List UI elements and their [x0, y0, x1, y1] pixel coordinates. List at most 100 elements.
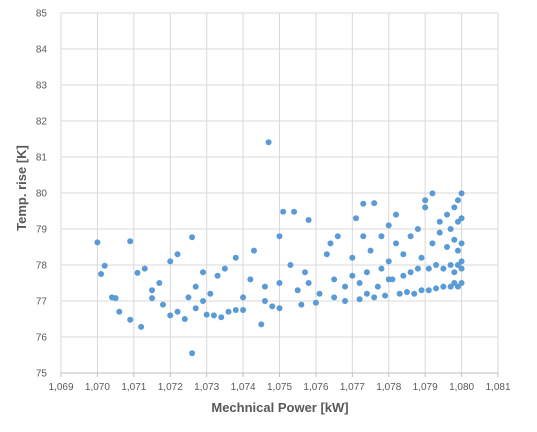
data-point	[240, 294, 247, 301]
data-point	[167, 258, 174, 265]
data-point	[447, 262, 454, 268]
data-point	[407, 269, 414, 276]
data-point	[232, 307, 239, 313]
data-point	[200, 298, 207, 304]
data-point	[185, 294, 192, 301]
x-tick-label: 1,071	[121, 382, 146, 393]
axes	[60, 372, 499, 377]
data-point	[189, 350, 196, 357]
x-tick-label: 1,070	[85, 382, 110, 393]
x-tick-label: 1,069	[48, 382, 73, 393]
data-point	[221, 265, 228, 272]
data-point	[203, 311, 210, 318]
data-point	[425, 265, 432, 272]
data-point	[458, 258, 465, 265]
data-point	[101, 262, 108, 269]
data-point	[393, 240, 400, 247]
data-point	[393, 211, 400, 218]
data-point	[218, 314, 225, 321]
x-tick-label: 1,081	[485, 382, 510, 393]
y-tick-label: 80	[36, 189, 48, 200]
data-point	[396, 290, 403, 297]
data-point	[349, 254, 356, 261]
data-point	[433, 262, 440, 268]
data-point	[433, 285, 440, 292]
data-point	[181, 316, 188, 322]
data-point	[451, 236, 458, 243]
data-point	[189, 234, 196, 241]
x-tick-label: 1,075	[267, 382, 292, 393]
data-point	[287, 262, 294, 268]
data-point	[207, 290, 214, 297]
data-point	[429, 240, 436, 247]
y-tick-label: 83	[36, 81, 48, 92]
data-point	[425, 287, 432, 294]
data-point	[444, 211, 451, 218]
data-point	[200, 269, 207, 276]
data-point	[363, 290, 370, 297]
y-tick-label: 79	[36, 225, 48, 236]
data-point	[276, 233, 283, 240]
y-axis-title: Temp. rise [K]	[14, 145, 29, 231]
data-point	[323, 251, 330, 258]
data-point	[192, 283, 199, 290]
data-point	[141, 265, 148, 272]
data-point	[225, 308, 232, 315]
data-point	[440, 265, 447, 272]
data-point	[385, 222, 392, 229]
data-point	[360, 200, 367, 207]
data-point	[454, 197, 461, 204]
data-point	[174, 251, 181, 258]
x-tick-label: 1,079	[413, 382, 438, 393]
data-point	[458, 265, 465, 272]
data-point	[342, 298, 349, 304]
x-tick-labels: 1,069 1,070 1,071 1,072 1,073 1,074 1,075 1,076…	[48, 382, 510, 393]
y-tick-label: 85	[36, 9, 48, 20]
data-point	[367, 247, 374, 254]
data-point	[316, 290, 323, 297]
data-point	[331, 294, 338, 301]
data-point	[98, 271, 105, 277]
data-point	[116, 308, 123, 315]
data-point	[327, 240, 334, 247]
x-tick-label: 1,076	[303, 382, 328, 393]
data-point	[400, 251, 407, 258]
data-point	[451, 269, 458, 276]
data-point	[363, 269, 370, 276]
data-point	[356, 296, 363, 303]
data-point	[422, 204, 429, 211]
gridlines	[60, 12, 499, 374]
data-point	[276, 280, 283, 286]
y-tick-label: 81	[36, 153, 48, 164]
data-point	[159, 301, 166, 308]
data-point	[458, 190, 465, 197]
data-point	[261, 283, 268, 290]
data-point	[378, 233, 385, 240]
data-point	[371, 200, 378, 207]
data-point	[411, 290, 418, 297]
y-tick-label: 77	[36, 297, 48, 308]
data-point	[127, 238, 134, 245]
data-point	[312, 299, 319, 306]
data-point	[127, 316, 134, 323]
x-tick-label: 1,080	[449, 382, 474, 393]
data-point	[192, 305, 199, 312]
data-point	[458, 215, 465, 222]
data-point	[360, 233, 367, 240]
data-point	[382, 292, 389, 299]
data-point	[94, 239, 101, 246]
data-point	[400, 272, 407, 279]
data-point	[356, 280, 363, 286]
y-tick-label: 82	[36, 117, 48, 128]
data-point	[429, 190, 436, 197]
data-point	[280, 208, 287, 215]
data-point	[374, 283, 381, 290]
y-tick-label: 78	[36, 261, 48, 272]
data-point	[371, 294, 378, 301]
data-point	[269, 303, 276, 310]
data-point	[414, 265, 421, 272]
data-point	[436, 218, 443, 225]
data-point	[451, 204, 458, 211]
data-point	[138, 323, 145, 330]
data-point	[149, 287, 156, 294]
